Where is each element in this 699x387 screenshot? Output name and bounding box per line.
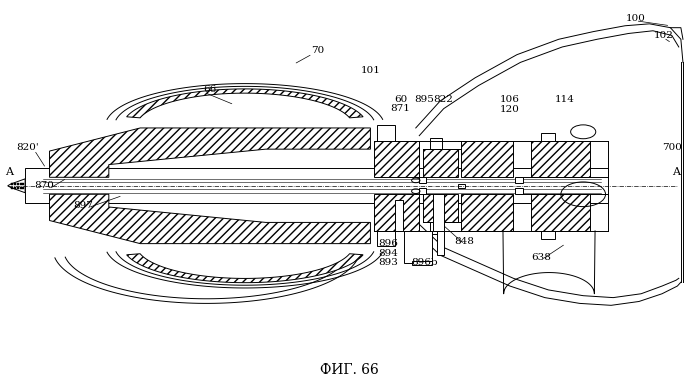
Bar xyxy=(461,140,514,177)
Text: 700: 700 xyxy=(662,143,682,152)
Bar xyxy=(531,140,590,177)
Bar xyxy=(433,194,444,231)
Text: 638: 638 xyxy=(531,253,552,262)
Bar xyxy=(437,231,444,255)
Text: A: A xyxy=(672,167,680,177)
Bar xyxy=(461,194,514,231)
Polygon shape xyxy=(50,194,370,244)
Bar xyxy=(11,187,13,189)
Polygon shape xyxy=(50,128,370,177)
Bar xyxy=(20,183,22,185)
Text: 893: 893 xyxy=(378,259,398,267)
Bar xyxy=(20,187,22,189)
Text: 871: 871 xyxy=(391,104,410,113)
Text: 101: 101 xyxy=(361,66,380,75)
Bar xyxy=(17,187,19,189)
Bar xyxy=(541,231,555,239)
Text: 894: 894 xyxy=(378,249,398,258)
Polygon shape xyxy=(8,179,25,193)
Text: 870: 870 xyxy=(35,181,55,190)
Bar xyxy=(14,187,16,189)
Text: 100: 100 xyxy=(626,14,645,22)
Bar xyxy=(395,200,403,231)
Bar xyxy=(412,261,432,265)
Bar xyxy=(22,187,24,189)
Text: 896: 896 xyxy=(378,239,398,248)
Bar xyxy=(14,183,16,185)
Text: 106: 106 xyxy=(500,94,520,104)
Text: 120: 120 xyxy=(500,105,520,114)
Text: 70: 70 xyxy=(312,46,325,55)
Bar xyxy=(541,133,555,140)
Bar xyxy=(22,183,24,185)
Text: ФИГ. 66: ФИГ. 66 xyxy=(320,363,379,377)
Text: 102: 102 xyxy=(654,31,673,40)
Bar xyxy=(404,231,432,263)
Text: 114: 114 xyxy=(554,94,575,104)
Bar xyxy=(515,188,524,194)
Bar xyxy=(424,149,459,177)
Bar xyxy=(17,183,19,185)
Text: 895: 895 xyxy=(415,94,434,104)
Bar xyxy=(419,177,426,183)
Text: 897: 897 xyxy=(73,200,93,210)
Bar xyxy=(424,194,459,223)
Bar xyxy=(25,168,607,203)
Text: 848: 848 xyxy=(454,237,475,246)
Polygon shape xyxy=(127,254,363,283)
Bar xyxy=(430,223,442,234)
Text: 820': 820' xyxy=(16,143,38,152)
Text: A: A xyxy=(5,167,13,177)
Bar xyxy=(531,194,590,231)
Bar xyxy=(377,231,395,247)
Bar xyxy=(515,177,524,183)
Text: 822: 822 xyxy=(434,94,454,104)
Bar xyxy=(459,184,466,188)
Text: 60: 60 xyxy=(394,94,407,104)
Bar xyxy=(374,194,419,231)
Polygon shape xyxy=(127,89,363,118)
Text: 896b: 896b xyxy=(412,259,438,267)
Bar xyxy=(374,140,419,177)
Bar xyxy=(377,125,395,140)
Text: 66: 66 xyxy=(203,85,217,94)
Bar xyxy=(11,183,13,185)
Bar xyxy=(419,188,426,194)
Bar xyxy=(430,138,442,149)
